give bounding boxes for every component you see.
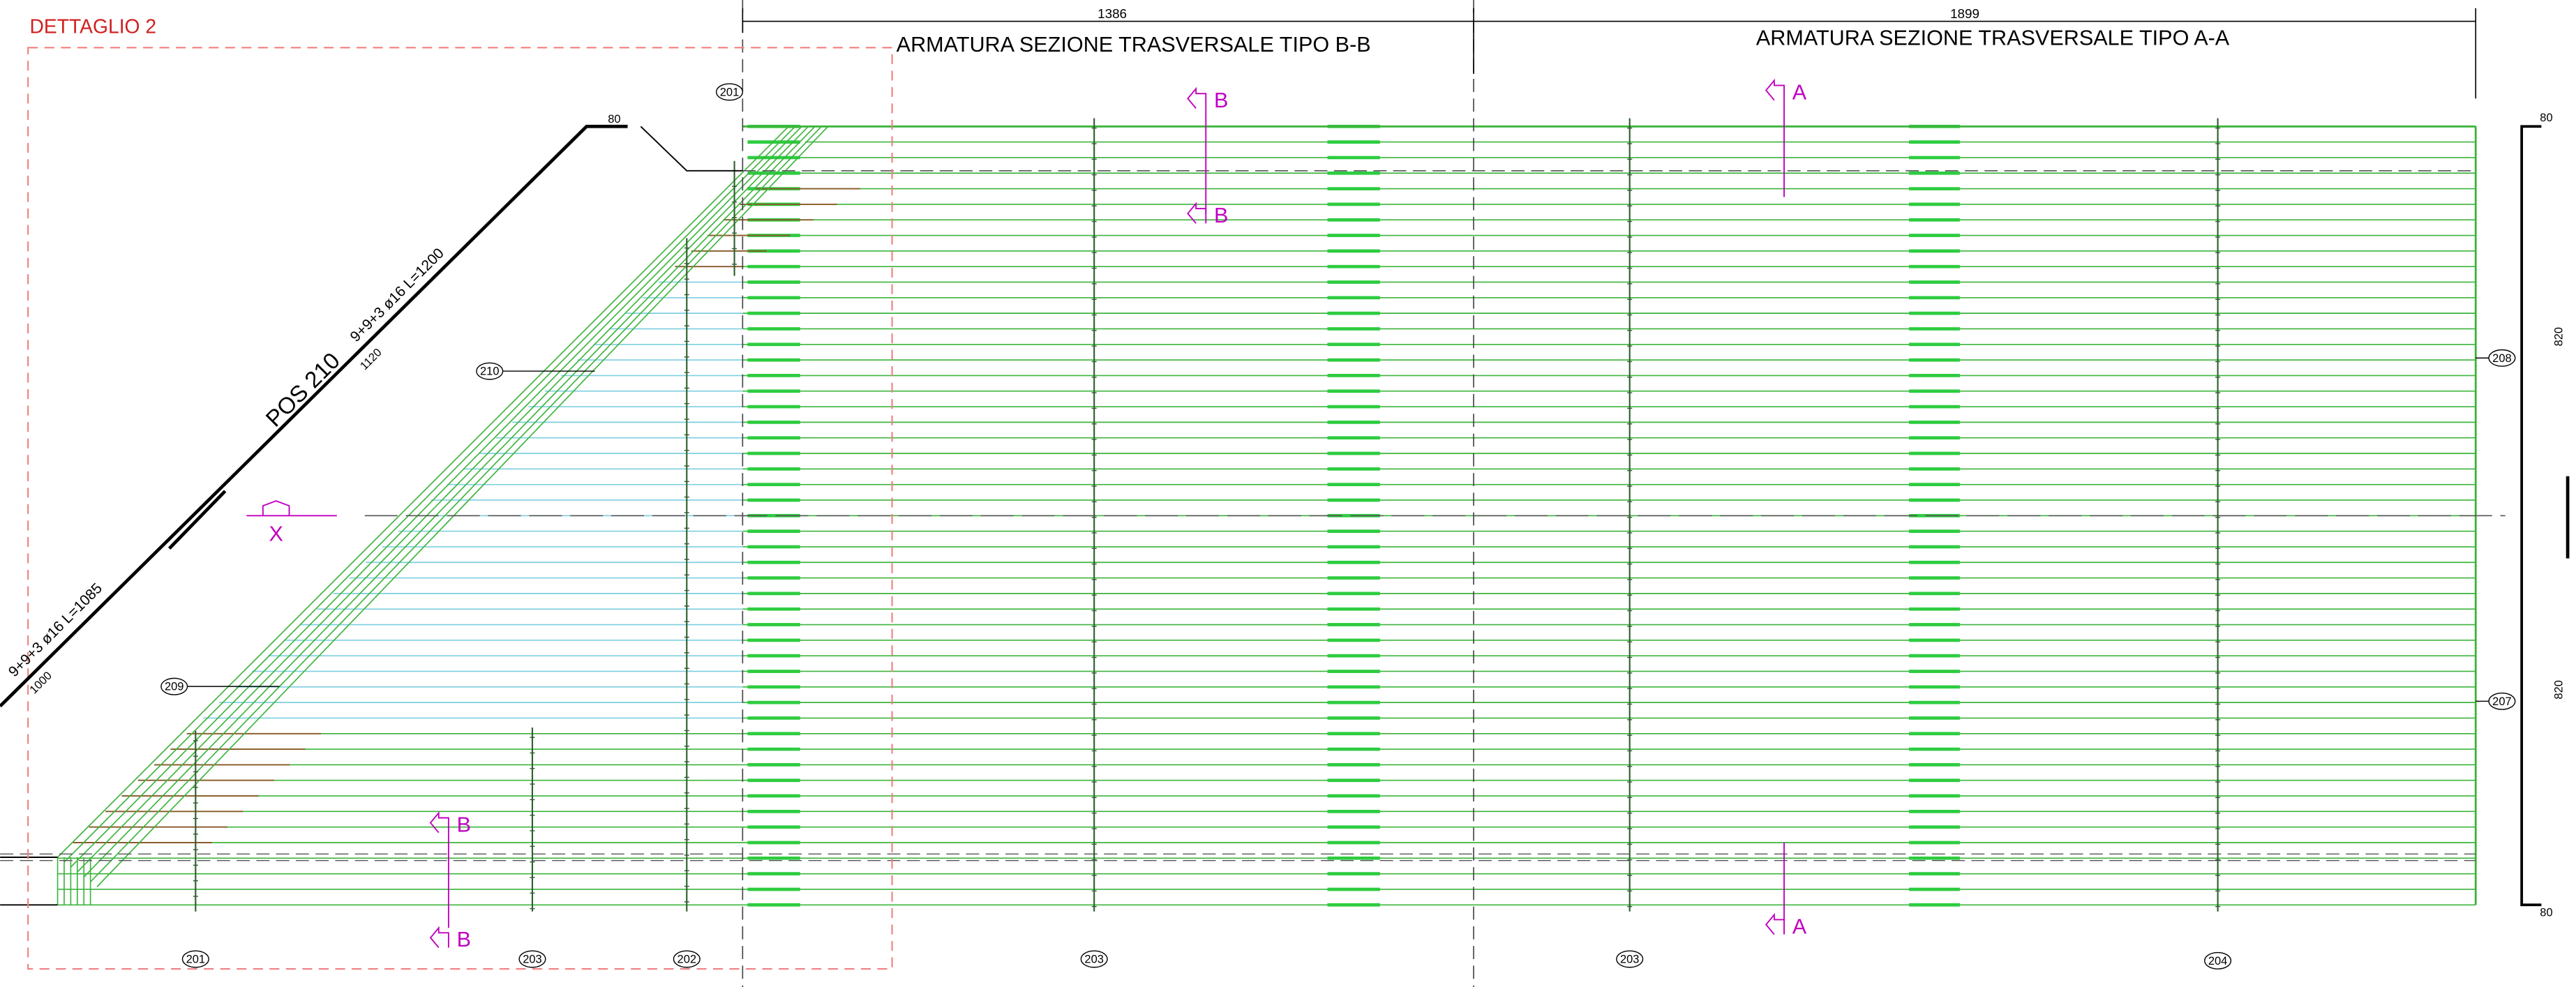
section-label: X (269, 522, 283, 546)
section-marks: B B A A B B X (246, 78, 1807, 951)
callout-label: 203 (1620, 954, 1639, 966)
callout-bubble (715, 83, 744, 101)
diagonal-rebar (83, 126, 816, 877)
section-label: B (1214, 204, 1228, 227)
section-title: ARMATURA SEZIONE TRASVERSALE TIPO B-B (897, 33, 1371, 56)
callout-label: 210 (480, 366, 499, 378)
section-label: B (1214, 89, 1228, 112)
section-arrow (429, 811, 449, 834)
callout-bubble (2204, 951, 2232, 970)
section-arrow (1187, 202, 1207, 224)
callout-label: 209 (165, 681, 184, 693)
section-arrow (1765, 912, 1785, 935)
outline (640, 126, 743, 172)
diagonal-rebar (96, 126, 829, 887)
callout-label: 208 (2492, 352, 2511, 365)
bar-overlap (167, 490, 227, 550)
detail-frame (27, 47, 893, 970)
dimension-label: 1899 (1950, 6, 1979, 21)
section-label: A (1792, 914, 1807, 938)
dimension-label: 1386 (1098, 6, 1127, 21)
section-label: B (457, 813, 471, 836)
bar-spec: 9+9+3 ø16 L=1200 (347, 246, 447, 345)
bar-label: POS 210 (260, 347, 345, 432)
dimension-label: 80 (2540, 906, 2552, 919)
diagonal-rebar (77, 126, 809, 873)
callout-bubble (518, 950, 546, 968)
bar-outline (0, 124, 628, 708)
callout-label: 207 (2492, 695, 2511, 708)
diagonal-rebar (90, 126, 822, 882)
callout-label: 203 (1084, 954, 1103, 966)
dimension-label: 80 (2540, 112, 2552, 124)
section-label: B (457, 928, 471, 951)
callout-label: 204 (2208, 955, 2227, 967)
callout-bubble (160, 677, 188, 695)
callout-label: 202 (677, 954, 696, 966)
callouts: 201 210 209 201 203 202 203 203 204 208 207 (160, 83, 2516, 970)
callout-bubble (1080, 950, 1108, 968)
callout-label: 201 (186, 954, 205, 966)
diagonal-rebar (57, 126, 789, 858)
section-arrow (1187, 86, 1207, 109)
callout-bubble (476, 362, 504, 380)
section-label: A (1792, 80, 1807, 104)
section-title: ARMATURA SEZIONE TRASVERSALE TIPO A-A (1756, 27, 2230, 50)
callout-label: 201 (720, 86, 739, 98)
dimension-label: 820 (2553, 327, 2566, 346)
right-bracket (2520, 125, 2542, 907)
section-arrow (262, 500, 290, 516)
callout-bubble (673, 950, 701, 968)
diagonal-rebar (70, 126, 802, 868)
dimension-label: 80 (608, 113, 620, 126)
callout-bubble (181, 950, 209, 968)
diagonal-rebar (63, 126, 796, 863)
section-arrow (1765, 78, 1785, 101)
top-dimension (742, 8, 2477, 99)
callout-bubble (1616, 950, 1644, 968)
rebar-lines (0, 0, 2506, 987)
section-arrow (429, 926, 449, 949)
callout-label: 203 (523, 954, 541, 966)
bar-spec: 9+9+3 ø16 L=1085 (6, 580, 105, 680)
dimension-label: 820 (2553, 680, 2566, 699)
detail-title: DETTAGLIO 2 (30, 15, 157, 37)
